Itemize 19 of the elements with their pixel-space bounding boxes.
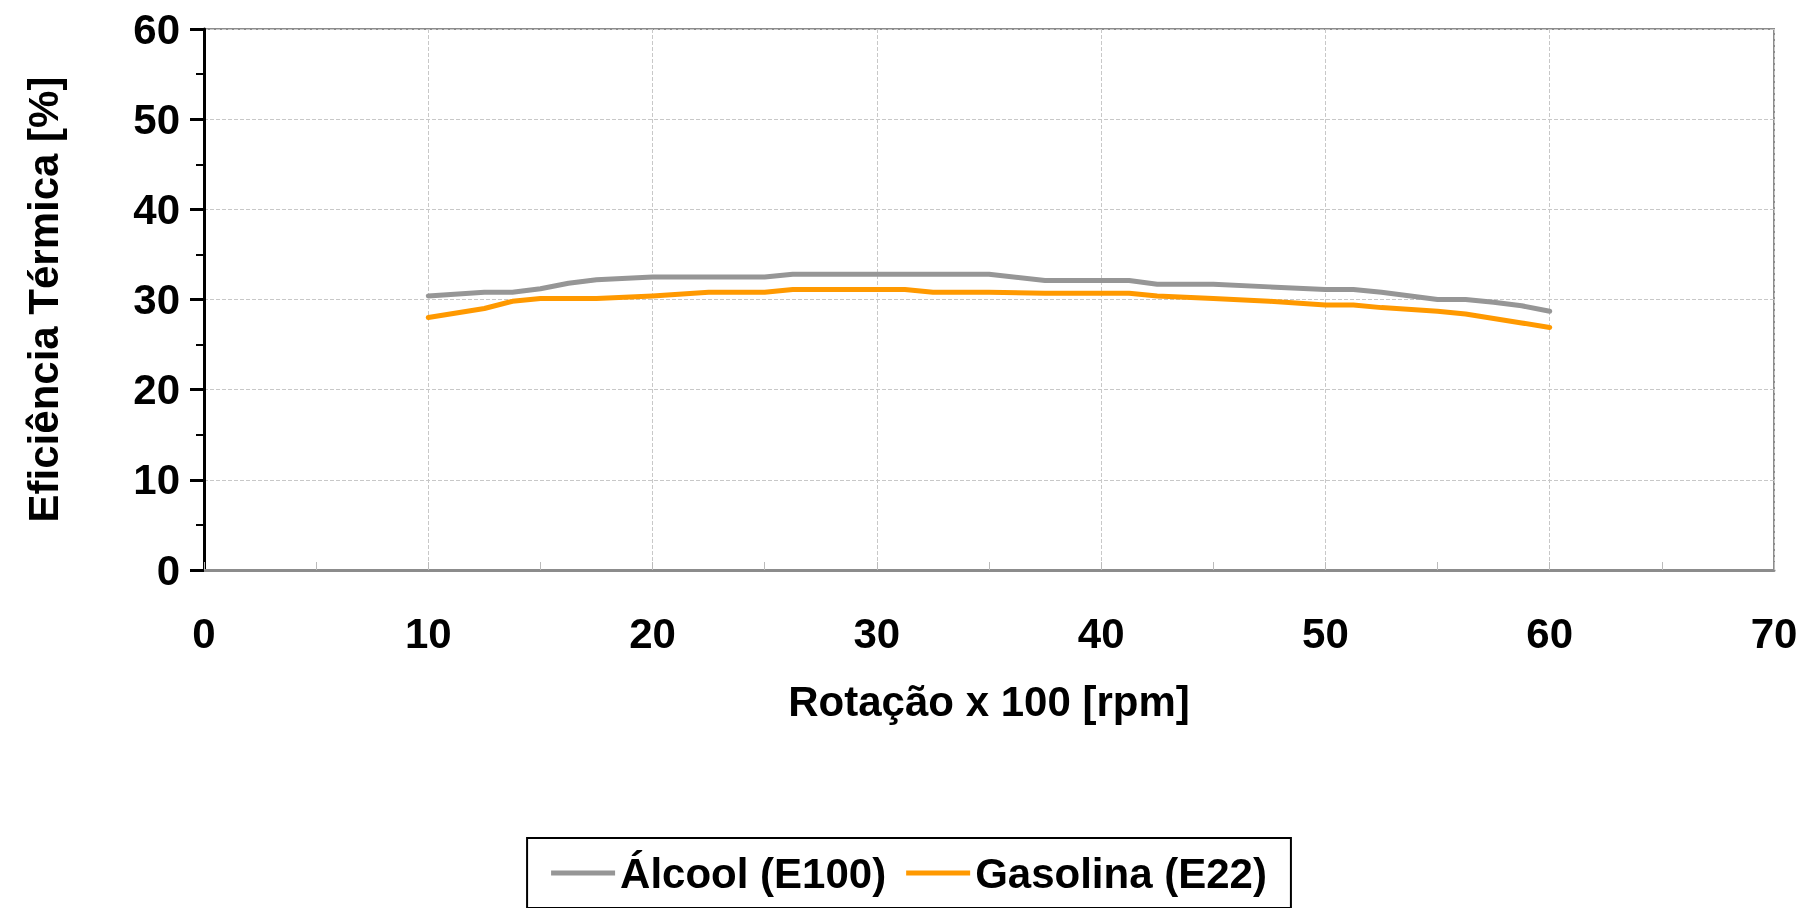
y-tick-label: 0 <box>156 546 180 594</box>
y-tick-label: 20 <box>133 366 180 414</box>
x-tick-label: 40 <box>1077 609 1125 657</box>
x-tick-label: 50 <box>1302 609 1349 657</box>
y-tick-label: 40 <box>133 185 180 233</box>
x-tick-label: 60 <box>1526 609 1574 657</box>
x-tick-label: 0 <box>192 609 216 657</box>
y-tick-label: 10 <box>133 456 180 504</box>
x-axis-title: Rotação x 100 [rpm] <box>788 677 1190 725</box>
y-tick-label: 30 <box>133 276 180 323</box>
x-tick-label: 20 <box>629 609 676 657</box>
x-tick-label: 10 <box>404 609 452 657</box>
y-axis-title: Eficiência Térmica [%] <box>19 76 67 523</box>
x-tick-label: 70 <box>1750 609 1798 657</box>
x-tick-label: 30 <box>853 609 901 657</box>
y-tick-label: 50 <box>133 95 180 143</box>
legend-label: Gasolina (E22) <box>975 849 1267 897</box>
legend-label: Álcool (E100) <box>620 849 887 897</box>
y-tick-label: 60 <box>133 5 180 53</box>
